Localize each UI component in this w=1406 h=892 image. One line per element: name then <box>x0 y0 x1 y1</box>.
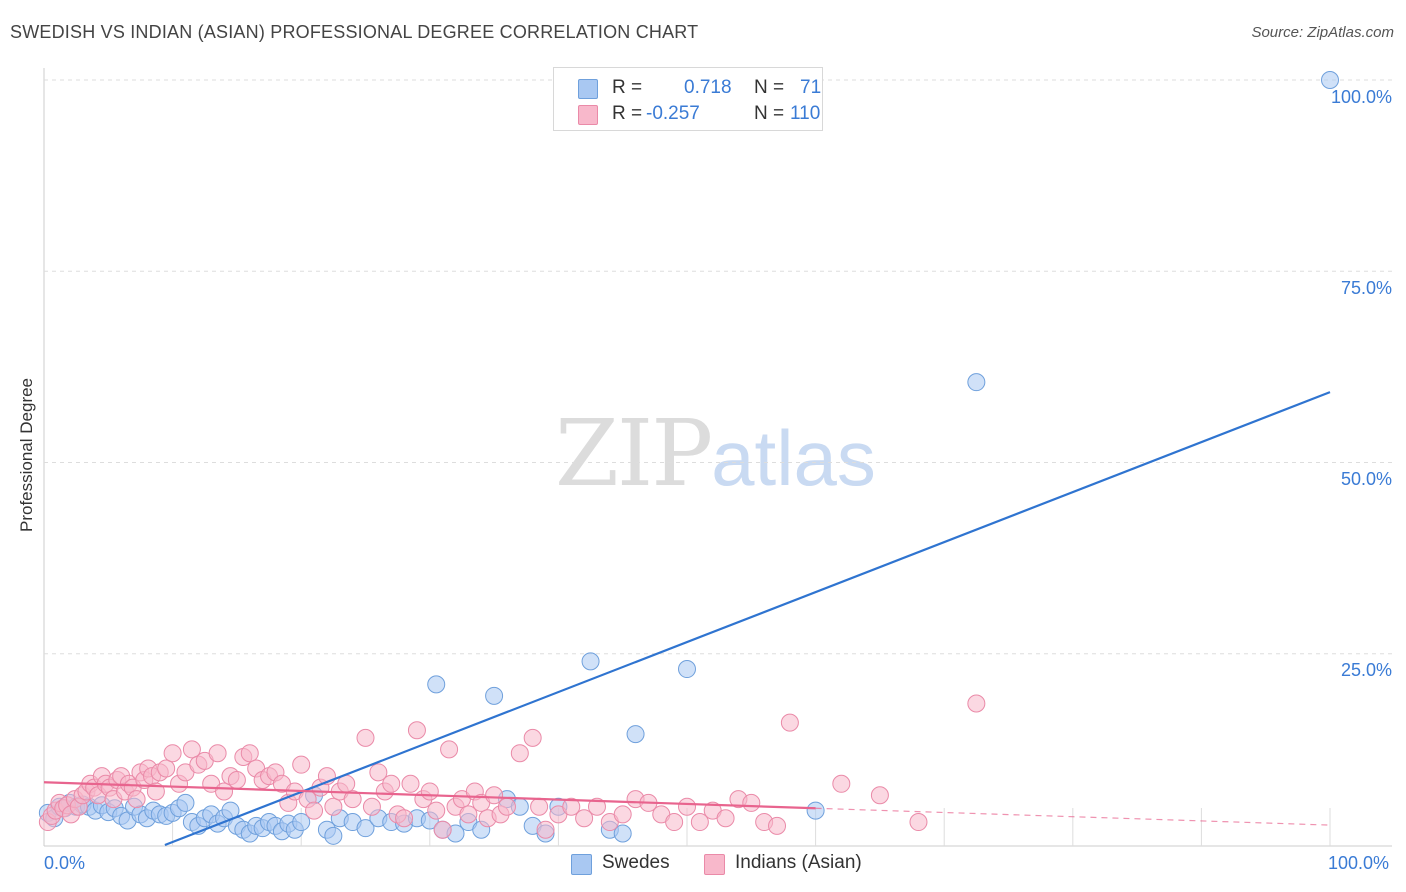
n-value-swedes: 71 <box>800 77 822 98</box>
legend-label-swedes: Swedes <box>602 852 670 873</box>
point-indians <box>510 744 529 763</box>
point-indians <box>433 820 452 839</box>
point-indians <box>401 774 420 793</box>
point-indians <box>832 774 851 793</box>
point-indians <box>382 774 401 793</box>
point-indians <box>523 728 542 747</box>
trendline-swedes <box>164 391 1331 847</box>
point-indians <box>536 820 555 839</box>
point-indians <box>665 813 684 832</box>
point-indians <box>613 805 632 824</box>
r-value-swedes: 0.718 <box>684 77 732 98</box>
point-indians <box>292 755 311 774</box>
point-indians <box>909 813 928 832</box>
watermark-atlas: atlas <box>711 414 876 502</box>
point-indians <box>575 809 594 828</box>
point-indians <box>562 797 581 816</box>
point-indians <box>407 721 426 740</box>
watermark-zip: ZIP <box>555 400 713 507</box>
swedes-swatch <box>578 79 598 99</box>
y-tick-label: 75.0% <box>1340 278 1392 298</box>
watermark: ZIPatlas <box>555 400 876 507</box>
x-tick-label: 0.0% <box>44 853 86 873</box>
point-swedes <box>324 826 343 845</box>
point-indians <box>440 740 459 759</box>
point-indians <box>395 809 414 828</box>
point-indians <box>356 728 375 747</box>
point-indians <box>305 801 324 820</box>
indians-swatch <box>578 105 598 125</box>
point-indians <box>227 770 246 789</box>
point-indians <box>497 797 516 816</box>
point-swedes <box>485 686 504 705</box>
point-indians <box>742 793 761 812</box>
point-swedes <box>806 801 825 820</box>
chart-title: SWEDISH VS INDIAN (ASIAN) PROFESSIONAL D… <box>10 22 699 42</box>
y-tick-label: 100.0% <box>1330 87 1392 107</box>
point-indians <box>716 809 735 828</box>
point-indians <box>420 782 439 801</box>
point-indians <box>530 797 549 816</box>
point-indians <box>587 797 606 816</box>
point-swedes <box>967 373 986 392</box>
trendline-indians <box>43 781 816 810</box>
stats-legend: R = 0.718 N = 71 R = -0.257 N = 110 <box>553 67 823 131</box>
point-indians <box>157 759 176 778</box>
point-indians <box>427 801 446 820</box>
point-swedes <box>613 824 632 843</box>
trendline-indians-extrapolated <box>815 807 1331 826</box>
point-indians <box>690 813 709 832</box>
n-value-indians: 110 <box>790 103 821 124</box>
point-indians <box>324 797 343 816</box>
legend-label-indians: Indians (Asian) <box>735 852 862 873</box>
swedes-swatch <box>571 854 592 875</box>
point-indians <box>459 805 478 824</box>
point-swedes <box>581 652 600 671</box>
point-indians <box>678 797 696 816</box>
point-indians <box>369 763 388 782</box>
y-tick-label: 25.0% <box>1340 660 1392 680</box>
x-tick-label: 100.0% <box>1328 853 1390 873</box>
point-indians <box>343 790 362 809</box>
point-indians <box>870 786 889 805</box>
point-indians <box>780 713 799 732</box>
point-indians <box>163 744 182 763</box>
point-indians <box>127 790 146 809</box>
point-swedes <box>356 819 375 838</box>
point-indians <box>967 694 986 713</box>
point-swedes <box>427 675 446 694</box>
point-swedes <box>292 813 311 832</box>
n-label: N = <box>754 77 785 98</box>
y-tick-label: 50.0% <box>1340 469 1392 489</box>
point-indians <box>182 740 201 759</box>
n-label: N = <box>754 103 785 124</box>
point-indians <box>362 797 381 816</box>
point-indians <box>768 816 787 835</box>
point-swedes <box>678 660 696 679</box>
point-indians <box>485 786 504 805</box>
point-swedes <box>626 725 645 744</box>
point-swedes <box>1321 71 1339 89</box>
r-value-indians: -0.257 <box>646 103 700 124</box>
point-indians <box>240 744 259 763</box>
indians-swatch <box>704 854 725 875</box>
point-swedes <box>176 793 195 812</box>
r-label: R = <box>612 77 643 98</box>
point-indians <box>208 744 227 763</box>
r-label: R = <box>612 103 643 124</box>
source-label: Source: ZipAtlas.com <box>1251 24 1394 41</box>
